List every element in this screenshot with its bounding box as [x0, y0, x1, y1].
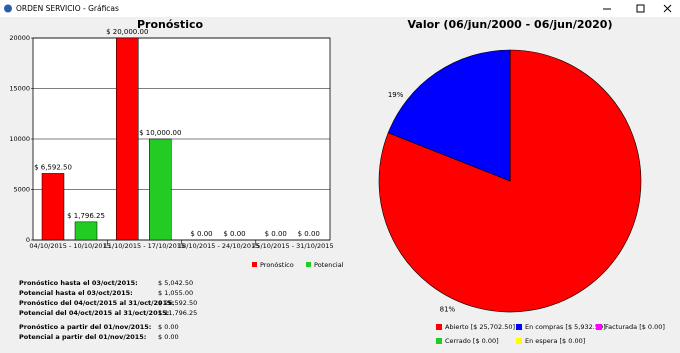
y-tick-label: 0	[26, 236, 30, 244]
bar-chart-title: Pronóstico	[137, 18, 204, 31]
bar-value-label: $ 0.00	[298, 230, 320, 238]
bar-value-label: $ 0.00	[223, 230, 245, 238]
bar-value-label: $ 1,796.25	[67, 212, 105, 220]
summary-value: $ 0.00	[158, 333, 179, 341]
legend-label: Facturada [$ 0.00]	[605, 323, 665, 331]
bar-value-label: $ 20,000.00	[106, 28, 148, 36]
close-button[interactable]	[663, 4, 672, 13]
bar-chart: 0 5000 10000 15000 20000 04/10/2015 - 10/10/2…	[9, 28, 343, 269]
summary-label: Potencial hasta el 03/oct/2015:	[19, 289, 133, 297]
window-title: ORDEN SERVICIO - Gráficas	[16, 4, 119, 13]
legend-label: En compras [$ 5,932.50]	[525, 323, 606, 331]
y-tick-label: 5000	[13, 186, 30, 194]
app-icon	[4, 4, 12, 13]
bar	[149, 138, 172, 241]
y-tick-label: 20000	[9, 34, 30, 42]
legend-swatch	[252, 262, 257, 267]
pie-chart-title: Valor (06/jun/2000 - 06/jun/2020)	[408, 18, 613, 31]
x-tick-label: 11/10/2015 - 17/10/2015	[104, 242, 185, 250]
bar	[116, 37, 139, 241]
pie-slice	[387, 49, 511, 182]
bar	[74, 221, 98, 241]
y-tick-label: 10000	[9, 135, 30, 143]
legend-swatch	[516, 338, 522, 344]
summary-label: Pronóstico del 04/oct/2015 al 31/oct/201…	[19, 299, 174, 307]
summary-label: Pronóstico hasta el 03/oct/2015:	[19, 279, 138, 287]
legend-label: En espera [$ 0.00]	[525, 337, 585, 345]
legend-swatch	[436, 324, 442, 330]
bar-value-label: $ 0.00	[190, 230, 212, 238]
summary-label: Potencial a partir del 01/nov/2015:	[19, 333, 146, 341]
maximize-button[interactable]	[636, 4, 645, 13]
pie-chart: 81% Abierto [$ 25,702.50] 19% En compras [$…	[378, 49, 665, 345]
legend-label: Pronóstico	[260, 261, 294, 269]
summary-value: $ 11,796.25	[158, 309, 197, 317]
summary-value: $ 1,055.00	[158, 289, 193, 297]
title-bar	[0, 0, 680, 17]
slice-label: 81%	[440, 306, 456, 314]
bar-value-label: $ 6,592.50	[34, 163, 72, 171]
bar	[41, 173, 65, 241]
legend-swatch	[596, 324, 602, 330]
slice-label: 19%	[388, 91, 404, 99]
legend-label: Abierto [$ 25,702.50]	[445, 323, 515, 331]
summary-label: Pronóstico a partir del 01/nov/2015:	[19, 323, 151, 331]
legend-swatch	[436, 338, 442, 344]
summary-value: $ 26,592.50	[158, 299, 197, 307]
legend-swatch	[306, 262, 311, 267]
y-tick-label: 15000	[9, 85, 30, 93]
legend-label: Potencial	[314, 261, 344, 269]
summary: Pronóstico hasta el 03/oct/2015: $ 5,042.…	[19, 279, 197, 341]
x-tick-label: 04/10/2015 - 10/10/2015	[29, 242, 110, 250]
x-tick-label: 25/10/2015 - 31/10/2015	[252, 242, 333, 250]
summary-value: $ 0.00	[158, 323, 179, 331]
legend-swatch	[516, 324, 522, 330]
bar-value-label: $ 10,000.00	[139, 129, 181, 137]
summary-label: Potencial del 04/oct/2015 al 31/oct/2015…	[19, 309, 169, 317]
legend-label: Cerrado [$ 0.00]	[445, 337, 499, 345]
bar-value-label: $ 0.00	[265, 230, 287, 238]
summary-value: $ 5,042.50	[158, 279, 193, 287]
x-tick-label: 18/10/2015 - 24/10/2015	[178, 242, 259, 250]
